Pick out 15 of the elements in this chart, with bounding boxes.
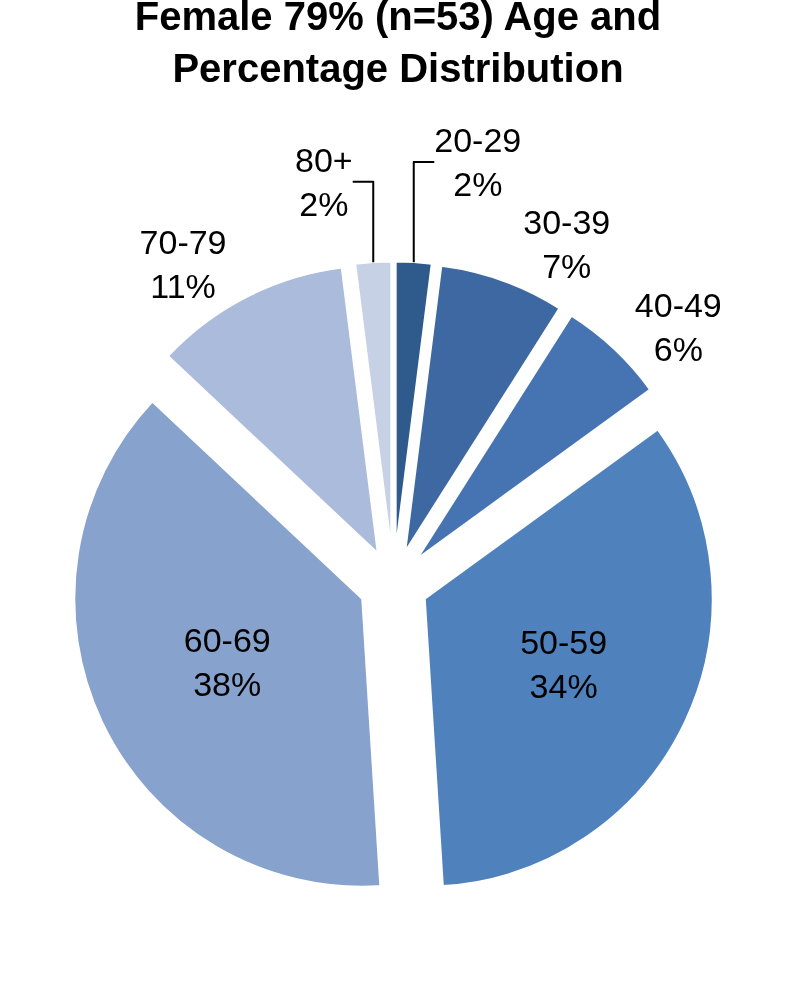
data-label: 2% xyxy=(299,184,349,223)
chart-title: Female 79% (n=53) Age and Percentage Distribution xyxy=(134,0,662,91)
slice-label: 20-29 xyxy=(434,120,522,159)
data-label: 11% xyxy=(150,267,216,306)
data-label: 2% xyxy=(453,165,503,204)
data-label: 38% xyxy=(193,665,262,704)
slice-label: 80+ xyxy=(295,140,353,179)
slice-label: 70-79 xyxy=(139,222,227,261)
data-label: 34% xyxy=(529,667,598,706)
data-label: 7% xyxy=(542,247,592,286)
slice-label: 50-59 xyxy=(520,622,608,661)
slice-label: 60-69 xyxy=(183,621,271,660)
slice-label: 40-49 xyxy=(634,285,722,324)
slice-label: 30-39 xyxy=(523,203,611,242)
data-label: 6% xyxy=(653,330,703,369)
